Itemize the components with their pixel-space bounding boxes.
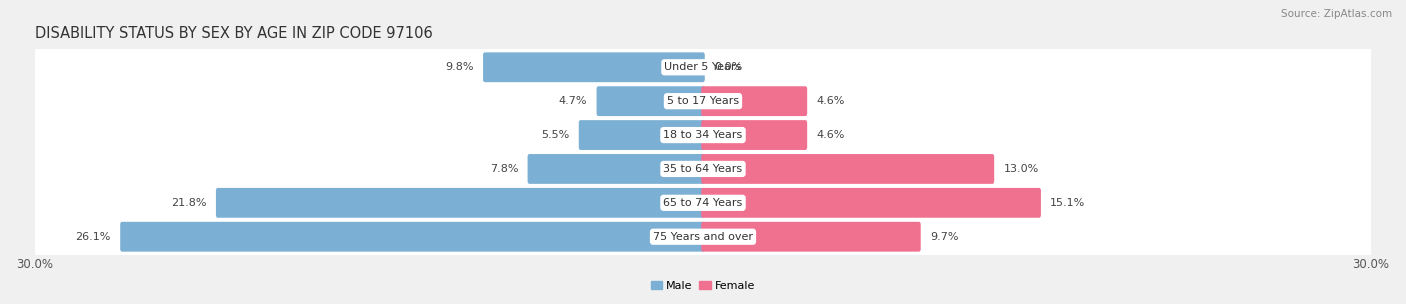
Text: 4.6%: 4.6% bbox=[817, 130, 845, 140]
Text: 5 to 17 Years: 5 to 17 Years bbox=[666, 96, 740, 106]
FancyBboxPatch shape bbox=[702, 154, 994, 184]
Text: 21.8%: 21.8% bbox=[172, 198, 207, 208]
Text: 65 to 74 Years: 65 to 74 Years bbox=[664, 198, 742, 208]
FancyBboxPatch shape bbox=[34, 148, 1372, 190]
Text: Under 5 Years: Under 5 Years bbox=[665, 62, 741, 72]
FancyBboxPatch shape bbox=[702, 222, 921, 252]
Text: 9.7%: 9.7% bbox=[931, 232, 959, 242]
FancyBboxPatch shape bbox=[120, 222, 704, 252]
FancyBboxPatch shape bbox=[34, 47, 1372, 88]
Text: 9.8%: 9.8% bbox=[446, 62, 474, 72]
Legend: Male, Female: Male, Female bbox=[647, 276, 759, 295]
Text: 4.6%: 4.6% bbox=[817, 96, 845, 106]
FancyBboxPatch shape bbox=[527, 154, 704, 184]
FancyBboxPatch shape bbox=[484, 52, 704, 82]
Text: 15.1%: 15.1% bbox=[1050, 198, 1085, 208]
Text: Source: ZipAtlas.com: Source: ZipAtlas.com bbox=[1281, 9, 1392, 19]
Text: 7.8%: 7.8% bbox=[489, 164, 519, 174]
Text: 4.7%: 4.7% bbox=[558, 96, 588, 106]
Text: 18 to 34 Years: 18 to 34 Years bbox=[664, 130, 742, 140]
Text: 13.0%: 13.0% bbox=[1004, 164, 1039, 174]
FancyBboxPatch shape bbox=[34, 81, 1372, 122]
FancyBboxPatch shape bbox=[702, 86, 807, 116]
Text: 35 to 64 Years: 35 to 64 Years bbox=[664, 164, 742, 174]
FancyBboxPatch shape bbox=[34, 216, 1372, 257]
Text: DISABILITY STATUS BY SEX BY AGE IN ZIP CODE 97106: DISABILITY STATUS BY SEX BY AGE IN ZIP C… bbox=[35, 26, 433, 40]
FancyBboxPatch shape bbox=[702, 188, 1040, 218]
FancyBboxPatch shape bbox=[34, 114, 1372, 156]
Text: 26.1%: 26.1% bbox=[76, 232, 111, 242]
Text: 0.0%: 0.0% bbox=[714, 62, 742, 72]
FancyBboxPatch shape bbox=[217, 188, 704, 218]
FancyBboxPatch shape bbox=[702, 120, 807, 150]
FancyBboxPatch shape bbox=[34, 182, 1372, 223]
FancyBboxPatch shape bbox=[596, 86, 704, 116]
Text: 75 Years and over: 75 Years and over bbox=[652, 232, 754, 242]
FancyBboxPatch shape bbox=[579, 120, 704, 150]
Text: 5.5%: 5.5% bbox=[541, 130, 569, 140]
